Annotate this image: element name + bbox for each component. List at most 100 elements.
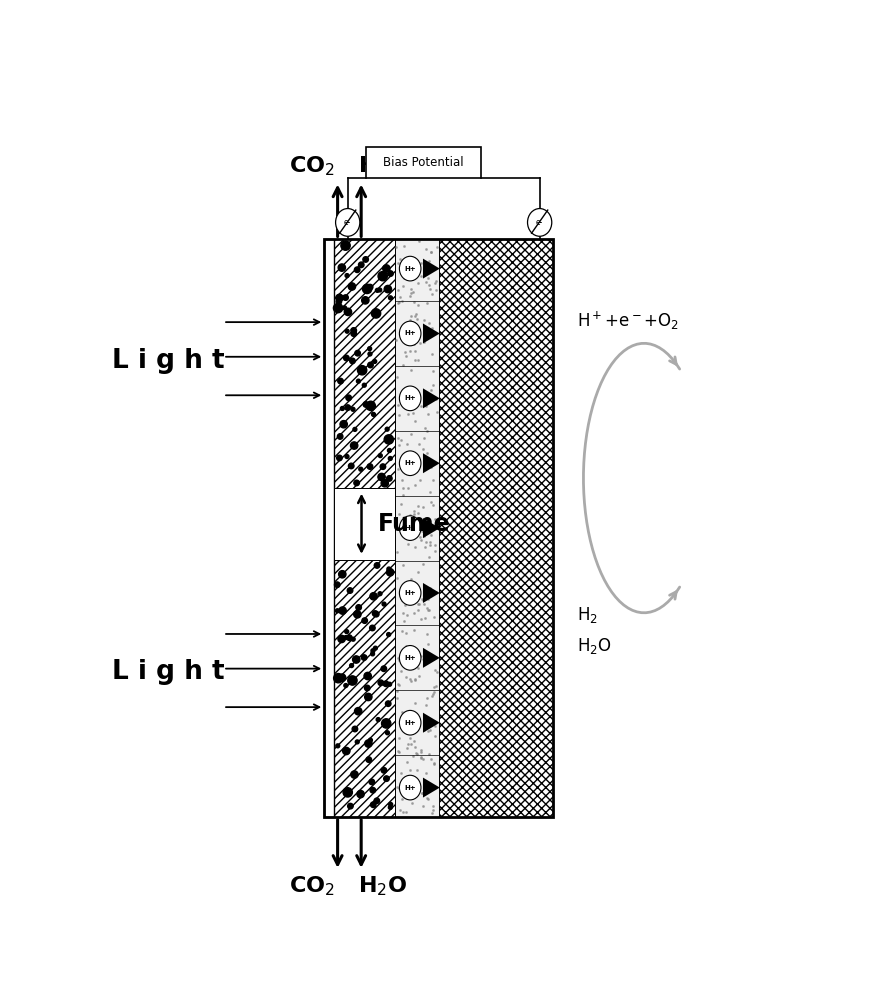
Point (345, 658, 359, 674)
Point (401, 480, 415, 496)
Point (359, 251, 373, 267)
Point (420, 765, 434, 781)
Point (395, 496, 408, 512)
Point (430, 664, 444, 680)
Point (415, 499, 429, 515)
Point (428, 718, 442, 734)
Point (420, 241, 434, 257)
Point (383, 266, 397, 282)
Point (402, 343, 416, 359)
Text: H$_2$O: H$_2$O (358, 154, 407, 178)
Point (421, 591, 435, 607)
Point (373, 282, 387, 298)
Point (397, 613, 411, 629)
Point (414, 611, 428, 627)
Point (421, 255, 435, 271)
Point (368, 606, 382, 622)
Circle shape (527, 209, 552, 236)
Point (404, 673, 418, 689)
Point (341, 784, 355, 800)
Text: H+: H+ (404, 590, 416, 596)
Point (391, 295, 405, 311)
Point (412, 668, 426, 684)
Text: H+: H+ (404, 460, 416, 466)
Point (379, 676, 393, 692)
Point (389, 683, 403, 699)
Point (395, 584, 408, 600)
Point (411, 596, 425, 612)
Circle shape (400, 775, 421, 800)
Text: H+: H+ (404, 330, 416, 336)
Point (402, 528, 416, 544)
Point (408, 308, 422, 324)
Point (348, 721, 362, 737)
Bar (395, 239, 439, 817)
Point (428, 662, 442, 678)
Text: CO$_2$: CO$_2$ (289, 875, 335, 898)
Point (367, 588, 381, 604)
Point (351, 345, 365, 361)
Point (374, 675, 388, 691)
Point (419, 534, 433, 550)
Point (393, 730, 407, 746)
Point (355, 362, 369, 378)
Point (342, 390, 355, 406)
Point (395, 329, 408, 345)
Polygon shape (423, 648, 440, 668)
Point (428, 684, 441, 700)
Point (404, 736, 418, 752)
Point (421, 406, 435, 422)
Point (415, 785, 429, 801)
Point (428, 543, 441, 559)
Text: H+: H+ (404, 655, 416, 661)
Point (335, 670, 349, 686)
Point (334, 373, 348, 389)
Point (370, 557, 384, 573)
Point (408, 457, 422, 473)
Bar (335, 488, 395, 560)
Point (379, 715, 393, 731)
Point (333, 290, 347, 306)
Point (423, 281, 437, 297)
Point (366, 646, 380, 662)
Point (366, 643, 380, 659)
Point (428, 275, 441, 291)
Point (348, 421, 362, 437)
Point (408, 539, 422, 555)
Point (415, 591, 429, 607)
Point (340, 624, 354, 640)
Point (417, 312, 431, 328)
Point (377, 661, 391, 677)
Point (348, 438, 362, 454)
Point (346, 322, 360, 338)
Point (343, 798, 357, 814)
Point (401, 436, 415, 452)
Point (407, 448, 421, 464)
Circle shape (400, 581, 421, 605)
Point (408, 413, 421, 429)
Text: L i g h t: L i g h t (112, 348, 224, 374)
Point (430, 239, 444, 255)
Point (412, 596, 426, 612)
Point (414, 742, 428, 758)
Point (394, 590, 408, 606)
Point (396, 715, 410, 731)
Point (428, 511, 442, 527)
Point (414, 749, 428, 765)
Point (358, 613, 372, 629)
Point (414, 255, 428, 271)
Point (339, 678, 353, 694)
Point (423, 722, 437, 738)
Point (427, 609, 441, 625)
Point (362, 752, 375, 768)
Point (351, 373, 365, 389)
Point (394, 251, 408, 267)
Point (415, 398, 428, 414)
Point (417, 722, 431, 738)
Point (392, 437, 406, 453)
Bar (324, 239, 554, 817)
Point (354, 786, 368, 802)
Point (363, 279, 377, 295)
Point (381, 725, 395, 741)
Point (421, 423, 434, 439)
